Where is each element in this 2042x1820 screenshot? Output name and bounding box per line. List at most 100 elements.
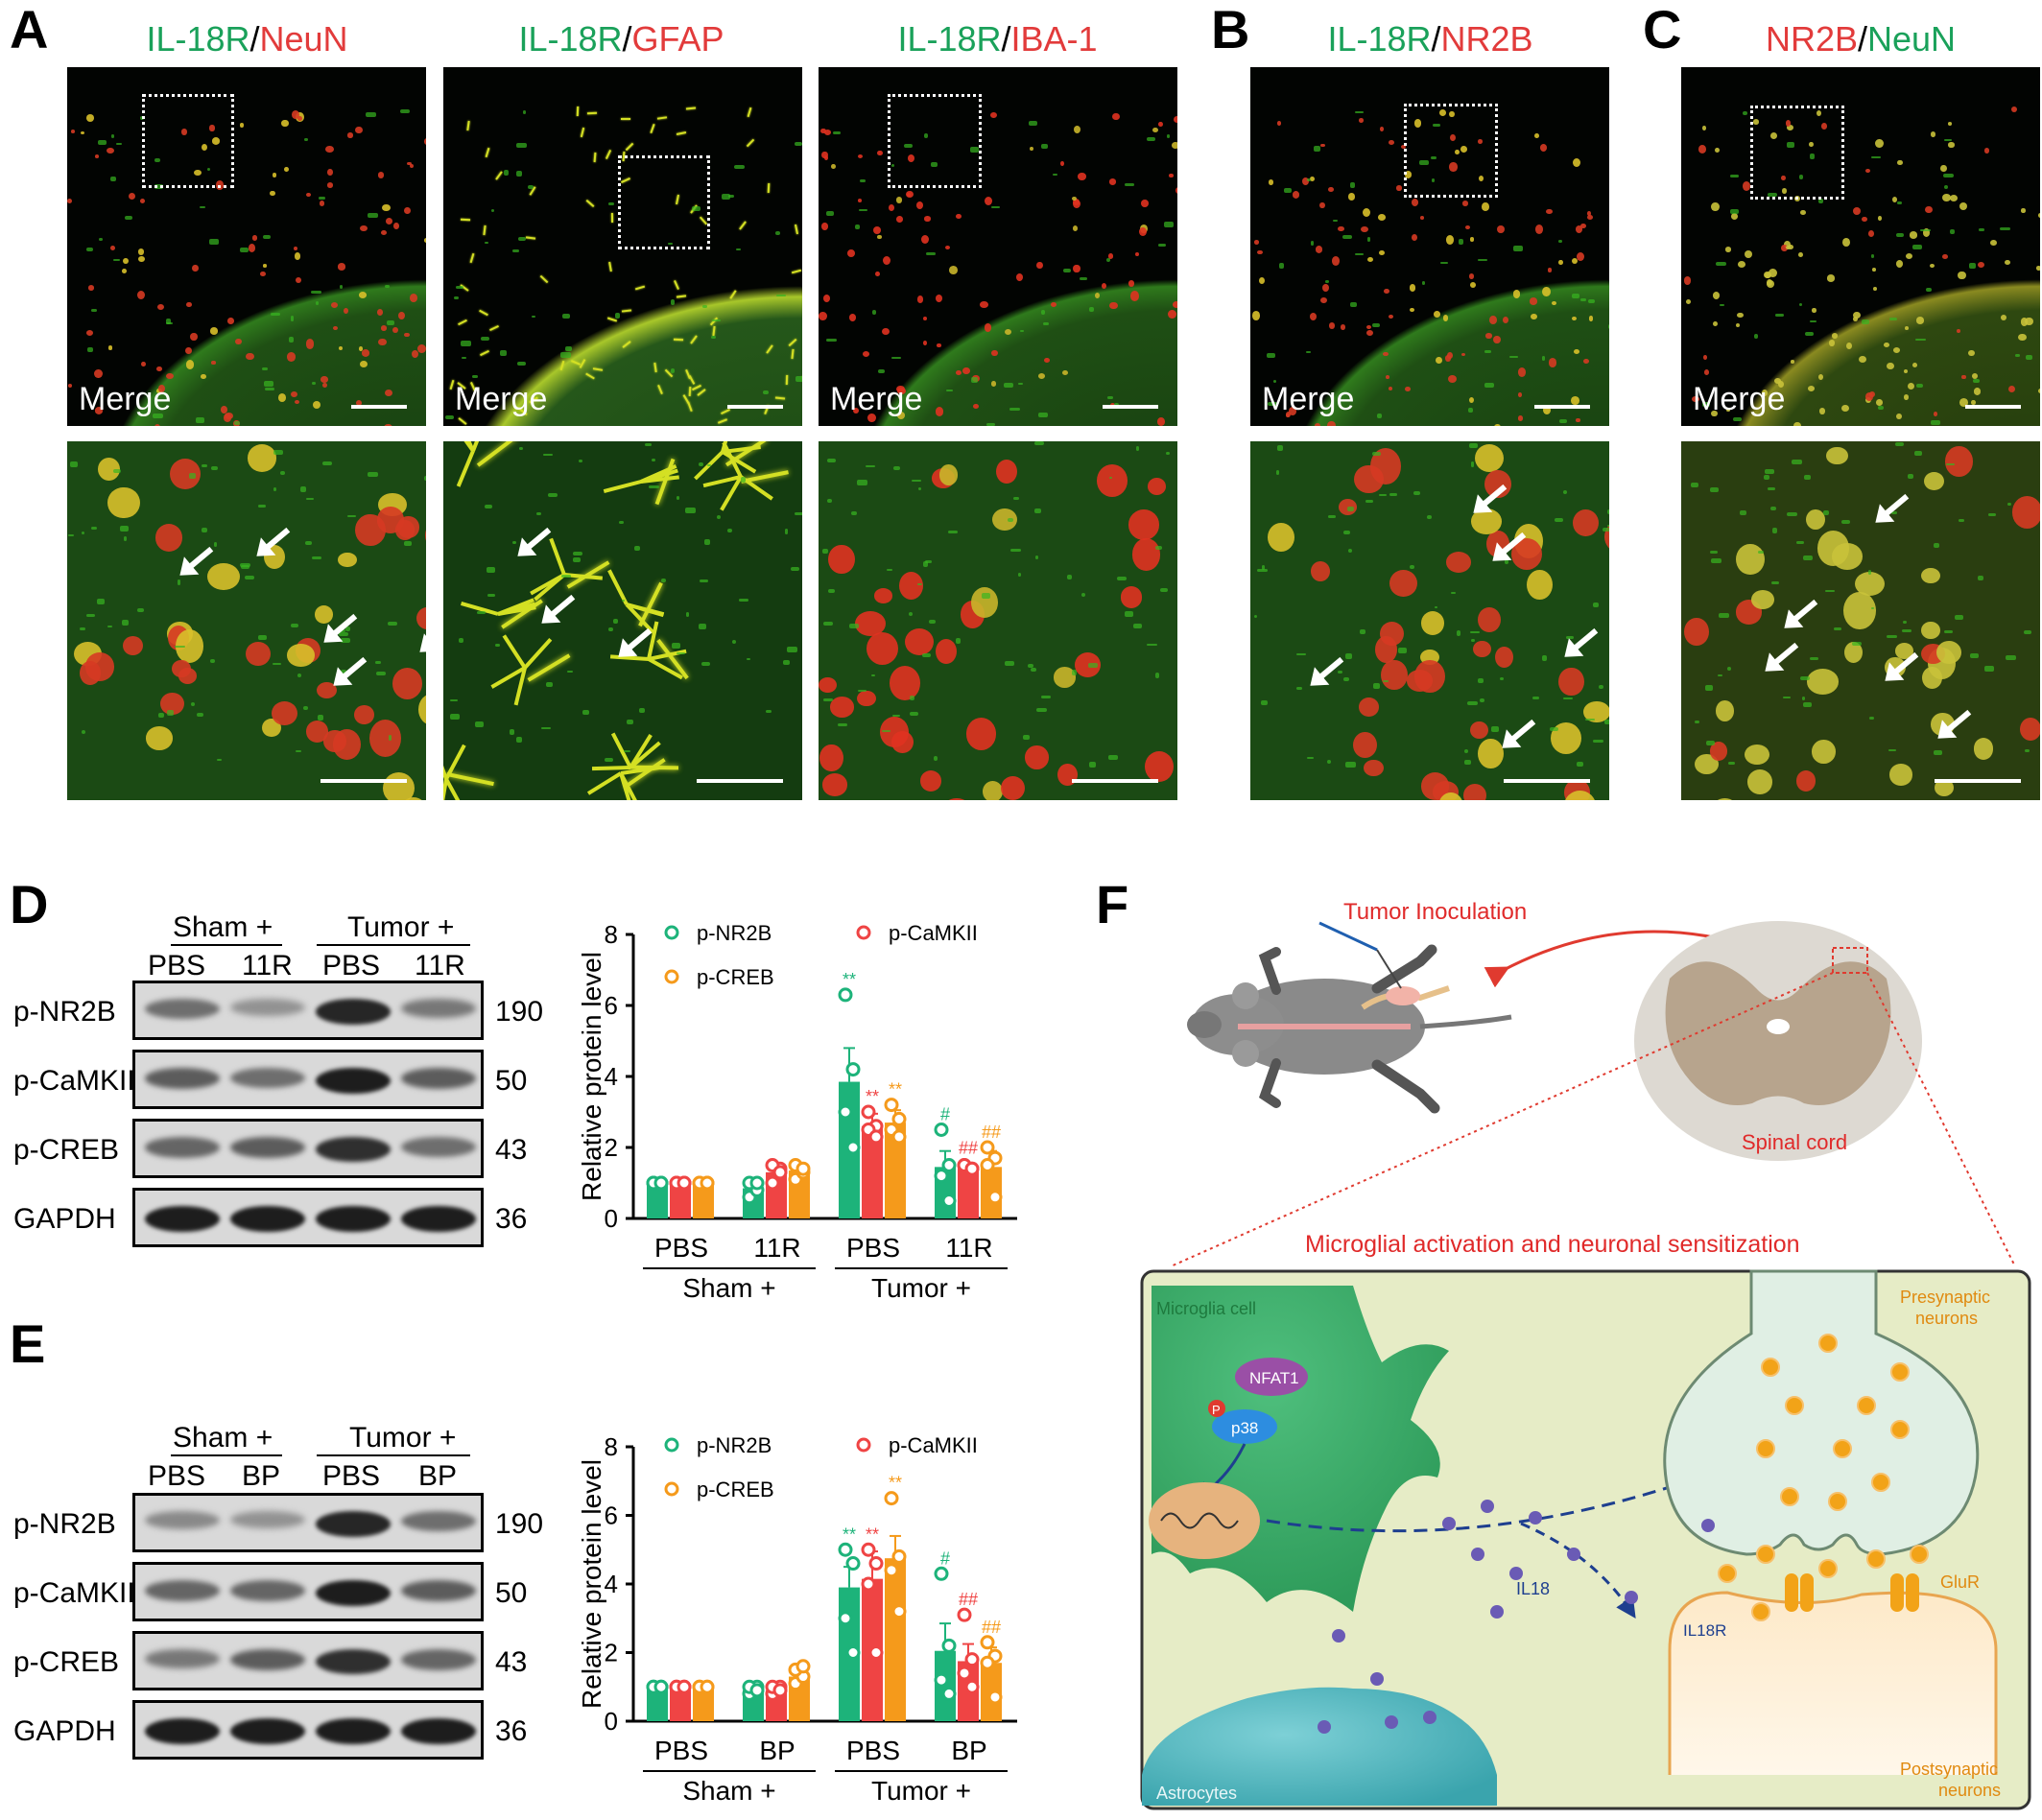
cell-dot [1473,640,1491,657]
green-speckle [668,242,673,246]
green-speckle [1491,726,1499,732]
data-point [891,1604,907,1619]
white-arrow-icon [1502,719,1536,748]
cell-dot [1037,373,1046,380]
cell-dot [466,121,470,131]
il18-particle [1442,1517,1456,1530]
cell-dot [972,403,980,410]
neurotransmitter-vesicle [1756,1545,1775,1564]
green-speckle [210,465,219,470]
bar [647,1183,668,1218]
green-speckle [986,423,995,426]
green-speckle [188,473,196,479]
cell-dot [1253,240,1260,245]
green-speckle [1970,652,1980,658]
green-speckle [535,511,542,516]
significance-mark: ** [843,1525,856,1544]
blot-band [145,1511,220,1529]
neurotransmitter-vesicle [1890,1362,1910,1382]
green-speckle [322,461,332,465]
cell-dot [178,667,198,684]
cell-dot [1575,225,1583,233]
cell-dot [354,704,375,724]
blot-strip [132,1700,484,1760]
f-title: Microglial activation and neuronal sensi… [1305,1231,1800,1258]
f-glur-label: GluR [1940,1572,1980,1592]
green-speckle [676,496,680,500]
data-point [891,1129,907,1145]
data-point [964,1652,980,1667]
f-il18r-label: IL18R [1683,1621,1726,1640]
green-speckle [741,476,746,483]
green-speckle [1508,355,1519,359]
green-speckle [1012,497,1020,501]
e-group1: Sham + [173,1422,273,1454]
cell-dot [1563,791,1597,800]
cells-a2 [443,67,802,426]
cell-dot [608,261,613,272]
cell-dot [251,235,257,241]
green-speckle [704,538,710,545]
significance-mark: ## [959,1139,978,1158]
cell-dot [2038,213,2040,219]
green-speckle [562,314,570,319]
green-speckle [1798,175,1804,180]
cell-dot [1973,738,1994,760]
cell-dot [1691,395,1699,403]
bar [647,1687,668,1721]
neurotransmitter-vesicle [1718,1564,1737,1583]
cell-dot [1315,423,1321,426]
group-label: Sham + [682,1273,775,1303]
cell-dot [1109,301,1118,309]
scale-bar-a1 [351,405,407,409]
cell-dot [653,362,657,372]
cell-dot [1970,399,1976,406]
scale-bar-a2 [727,405,783,409]
green-speckle [1897,201,1903,205]
green-speckle [1500,676,1504,681]
group-label: Tumor + [871,1776,971,1806]
cell-dot [821,773,848,797]
e-group1-line [171,1454,282,1456]
legend-marker [856,925,871,940]
blot-band [401,1068,476,1090]
cell-dot [194,169,202,176]
green-speckle [923,561,929,567]
cell-dot [1449,110,1455,118]
green-speckle [1972,378,1981,384]
cell-dot [1107,253,1113,259]
green-speckle [1470,461,1475,467]
cell-dot [1358,697,1380,718]
micro-a3-overview: Merge [819,67,1177,426]
data-point [934,1672,949,1688]
white-arrow-icon [179,546,214,576]
green-speckle [795,512,802,516]
cell-dot [337,263,346,271]
green-speckle [344,626,350,632]
cell-dot [1078,173,1086,180]
cell-dot [224,412,233,420]
title-a3-green: IL-18R [897,19,1002,59]
data-point [700,1679,715,1694]
cell-dot [676,131,686,136]
green-speckle [115,143,122,146]
cell-dot [1570,395,1579,405]
cell-dot [404,332,410,338]
cell-dot [1853,206,1862,216]
cell-dot [890,730,914,754]
green-speckle [826,458,837,462]
cell-dot [209,125,215,131]
green-speckle [1342,234,1352,239]
data-point [884,1563,899,1578]
cell-dot [1321,283,1329,293]
white-arrow-icon [1885,651,1919,681]
data-point [677,1679,692,1694]
green-speckle [1716,262,1727,266]
white-arrow-icon [323,613,358,643]
cell-dot [1445,234,1455,245]
green-speckle [1701,401,1711,407]
cell-dot [1711,798,1739,800]
cell-dot [1852,317,1858,322]
micro-b-zoom [1250,441,1609,800]
cell-dot [785,374,789,385]
